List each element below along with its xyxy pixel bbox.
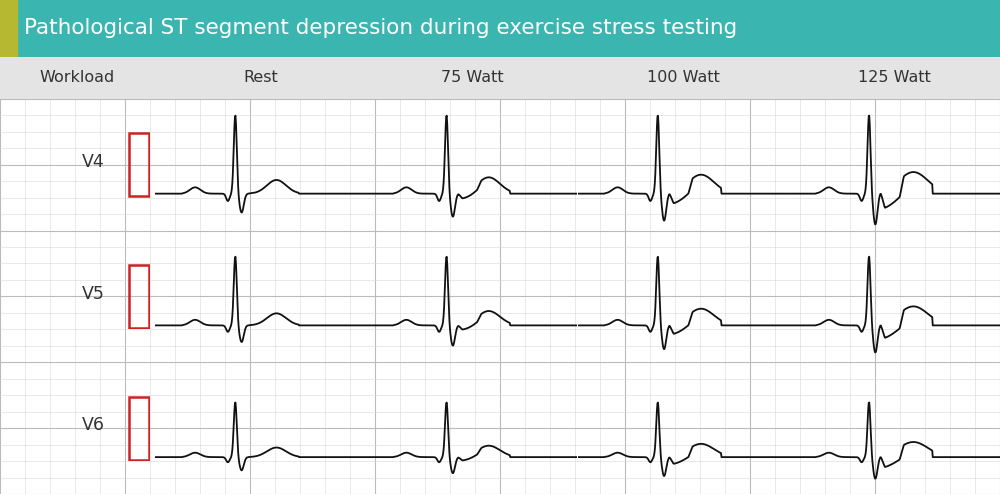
Text: V4: V4 (82, 153, 104, 171)
Text: Rest: Rest (243, 70, 278, 85)
Text: Workload: Workload (40, 70, 115, 85)
Text: Pathological ST segment depression during exercise stress testing: Pathological ST segment depression durin… (24, 18, 737, 39)
Text: V5: V5 (82, 285, 104, 303)
Text: 125 Watt: 125 Watt (858, 70, 931, 85)
Text: V6: V6 (82, 416, 104, 435)
Bar (0, 0, 17, 57)
Text: 75 Watt: 75 Watt (441, 70, 503, 85)
Text: 100 Watt: 100 Watt (647, 70, 720, 85)
